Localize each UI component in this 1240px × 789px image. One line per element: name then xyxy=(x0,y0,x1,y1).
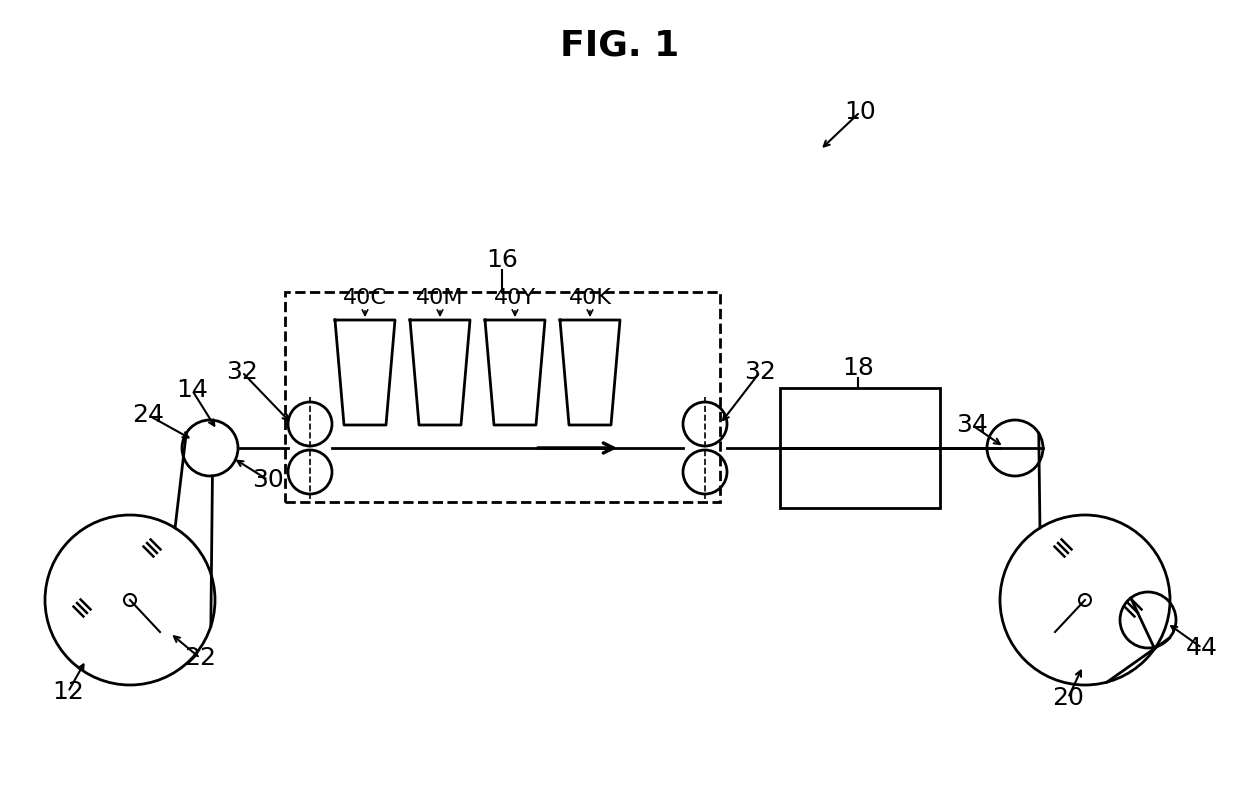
Text: 18: 18 xyxy=(842,356,874,380)
Text: 12: 12 xyxy=(52,680,84,704)
Text: 16: 16 xyxy=(486,248,518,272)
Text: 32: 32 xyxy=(226,360,258,384)
Text: 30: 30 xyxy=(252,468,284,492)
Text: 32: 32 xyxy=(744,360,776,384)
Text: 40C: 40C xyxy=(343,288,387,308)
Text: 40Y: 40Y xyxy=(494,288,536,308)
Text: 40M: 40M xyxy=(417,288,464,308)
Text: 34: 34 xyxy=(956,413,988,437)
Text: 40K: 40K xyxy=(568,288,611,308)
Bar xyxy=(780,388,940,508)
Bar xyxy=(285,292,720,502)
Text: 14: 14 xyxy=(176,378,208,402)
Text: 20: 20 xyxy=(1052,686,1084,710)
Text: 24: 24 xyxy=(131,403,164,427)
Text: 10: 10 xyxy=(844,100,875,124)
Text: 22: 22 xyxy=(184,646,216,670)
Text: FIG. 1: FIG. 1 xyxy=(560,28,680,62)
Text: 44: 44 xyxy=(1185,636,1218,660)
